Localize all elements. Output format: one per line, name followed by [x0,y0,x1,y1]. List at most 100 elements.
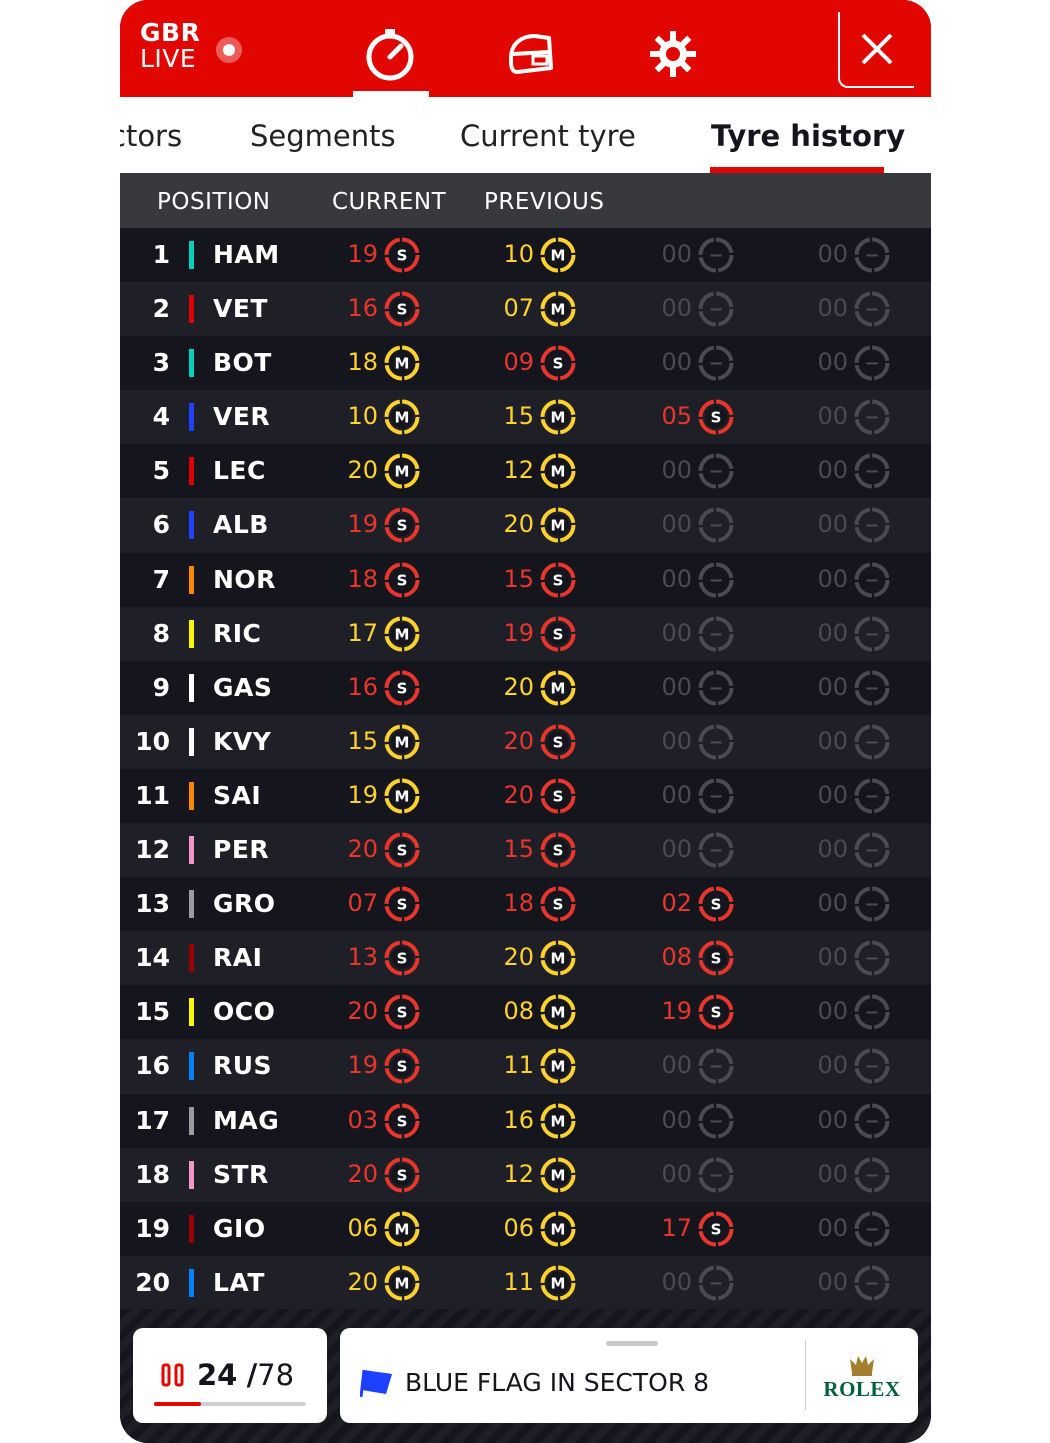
tyre-compound-letter: M [395,787,410,805]
logo-line1: GBR [140,18,201,47]
table-row[interactable]: 16 RUS 19 S 11 M 00−00− [120,1039,931,1094]
stint-laps: 00 [661,1105,692,1134]
top-bar: GBR LIVE [120,0,931,97]
tab-constructors[interactable]: ctors [120,119,183,153]
lap-counter-card[interactable]: 24 /78 [133,1328,327,1423]
tyre-compound-letter: − [864,515,879,536]
team-color-bar [189,1106,194,1135]
tyre-compound-letter: − [708,1165,723,1186]
driver-code: GIO [213,1213,266,1243]
stint-laps: 08 [503,997,534,1026]
tyre-stint-4: 00− [810,1103,890,1139]
tyre-stint-3: 19 S [654,994,734,1030]
stint-laps: 03 [347,1105,378,1134]
table-row[interactable]: 13 GRO 07 S 18 S 02 S 00− [120,877,931,932]
soft-tyre-icon: S [540,724,576,760]
tyre-compound-letter: − [864,894,879,915]
table-row[interactable]: 7 NOR 18 S 15 S 00−00− [120,552,931,607]
table-row[interactable]: 1 HAM 19 S 10 M 00−00− [120,228,931,283]
tyre-stint-1: 18 M [340,345,420,381]
logo-line2: LIVE [140,44,197,73]
table-row[interactable]: 20 LAT 20 M 11 M 00−00− [120,1255,931,1310]
stint-laps: 00 [817,240,848,268]
tyre-stint-2: 08 M [496,994,576,1030]
driver-code: RAI [213,943,263,973]
table-row[interactable]: 6 ALB 19 S 20 M 00−00− [120,498,931,553]
car-tab-button[interactable] [491,14,571,94]
table-row[interactable]: 11 SAI 19 M 20 S 00−00− [120,768,931,824]
medium-tyre-icon: M [384,1211,420,1247]
team-color-bar [189,403,194,432]
tyre-compound-letter: S [711,1004,722,1022]
tab-tyre-history[interactable]: Tyre history [711,119,906,153]
table-row[interactable]: 3 BOT 18 M 09 S 00−00− [120,336,931,391]
tyre-stint-4: 00− [810,291,890,327]
tyre-stint-2: 18 S [496,886,576,922]
tab-current-tyre[interactable]: Current tyre [460,119,636,153]
tyre-stint-4: 00− [810,940,890,976]
no-tyre-icon: − [698,1103,734,1138]
tyre-stint-3: 00− [654,562,734,598]
team-color-bar [189,565,194,594]
stint-laps: 19 [503,618,534,647]
no-tyre-icon: − [854,345,890,381]
table-row[interactable]: 8 RIC 17 M 19 S 00−00− [120,606,931,661]
stint-laps: 10 [347,402,378,431]
soft-tyre-icon: S [384,1048,420,1084]
no-tyre-icon: − [854,453,890,489]
stint-laps: 00 [661,1051,692,1080]
stint-laps: 20 [503,726,534,755]
tyre-stint-2: 12 M [496,453,576,489]
table-row[interactable]: 9 GAS 16 S 20 M 00−00− [120,660,931,715]
soft-tyre-icon: S [698,994,734,1030]
stint-laps: 19 [661,997,692,1026]
tyre-history-table: 1 HAM 19 S 10 M 00−00−2 VET 16 S 07 M 00−00−3 BOT 18 M 0… [120,228,931,1310]
table-row[interactable]: 15 OCO 20 S 08 M 19 S 00− [120,985,931,1040]
tyre-compound-letter: − [864,948,879,969]
tyre-stint-2: 20 M [496,670,576,706]
tyre-stint-1: 19 S [340,237,420,273]
medium-tyre-icon: M [540,1103,576,1138]
no-tyre-icon: − [854,237,890,273]
medium-tyre-icon: M [384,724,420,760]
medium-tyre-icon: M [384,453,420,489]
driver-position: 19 [135,1213,170,1243]
close-button[interactable] [838,12,914,88]
table-row[interactable]: 19 GIO 06 M 06 M 17 S 00− [120,1201,931,1256]
table-row[interactable]: 4 VER 10 M 15 M 05 S 00− [120,390,931,445]
table-row[interactable]: 14 RAI 13 S 20 M 08 S 00− [120,931,931,986]
no-tyre-icon: − [698,1157,734,1193]
team-color-bar [189,295,194,324]
tyre-stint-1: 15 M [340,724,420,760]
timer-tab-button[interactable] [350,14,430,97]
tyre-compound-letter: M [551,1004,566,1022]
tyre-compound-letter: − [708,732,723,753]
race-control-message-card[interactable]: BLUE FLAG IN SECTOR 8 ROLEX [340,1328,918,1423]
table-row[interactable]: 17 MAG 03 S 16 M 00−00− [120,1093,931,1148]
table-row[interactable]: 2 VET 16 S 07 M 00−00− [120,282,931,337]
table-row[interactable]: 5 LEC 20 M 12 M 00−00− [120,444,931,499]
medium-tyre-icon: M [540,507,576,543]
lap-counter: 24 /78 [197,1358,294,1392]
driver-code: GRO [213,889,276,919]
stint-laps: 15 [503,402,534,431]
table-row[interactable]: 18 STR 20 S 12 M 00−00− [120,1147,931,1202]
settings-tab-button[interactable] [633,14,713,94]
medium-tyre-icon: M [384,778,420,814]
tyre-stint-3: 02 S [654,886,734,922]
stint-laps: 20 [347,997,378,1026]
stint-laps: 20 [503,780,534,809]
table-row[interactable]: 10 KVY 15 M 20 S 00−00− [120,714,931,769]
team-color-bar [189,1160,194,1189]
tab-segments[interactable]: Segments [250,119,396,153]
soft-tyre-icon: S [384,670,420,706]
driver-code: BOT [213,348,272,378]
drag-handle[interactable] [606,1341,658,1346]
lap-icon [161,1363,184,1387]
stint-laps: 05 [661,402,692,431]
stint-laps: 16 [503,1105,534,1134]
tyre-compound-letter: − [864,1219,879,1240]
stint-laps: 19 [347,510,378,539]
tyre-compound-letter: S [711,409,722,427]
table-row[interactable]: 12 PER 20 S 15 S 00−00− [120,823,931,878]
